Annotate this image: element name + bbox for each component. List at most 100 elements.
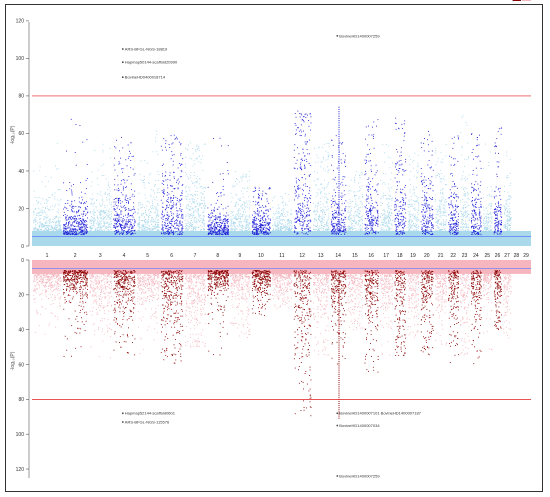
snp-point <box>71 192 73 194</box>
snp-point <box>158 174 160 176</box>
snp-point <box>257 210 259 212</box>
snp-point <box>382 221 384 223</box>
snp-point <box>125 222 127 224</box>
snp-point <box>114 223 116 225</box>
snp-point <box>187 194 189 196</box>
snp-point <box>163 184 164 185</box>
snp-point <box>149 215 151 216</box>
snp-point <box>49 209 51 211</box>
snp-point <box>260 224 261 226</box>
snp-point <box>198 146 200 148</box>
snp-point <box>240 215 242 217</box>
snp-point <box>369 207 371 209</box>
snp-point <box>167 187 169 189</box>
snp-point <box>370 198 372 200</box>
snp-point <box>322 221 324 223</box>
snp-point <box>227 221 229 222</box>
snp-point <box>150 173 151 175</box>
snp-point <box>246 219 247 221</box>
snp-point <box>131 225 133 227</box>
snp-point <box>86 231 87 233</box>
snp-point <box>134 211 136 213</box>
snp-point <box>321 161 323 162</box>
snp-point <box>167 192 168 193</box>
snp-point <box>377 220 379 222</box>
snp-point <box>359 219 361 221</box>
snp-point <box>231 223 233 225</box>
snp-point <box>257 232 258 234</box>
snp-point <box>204 197 206 199</box>
snp-point <box>344 222 346 224</box>
snp-point <box>117 229 119 231</box>
snp-point <box>219 222 221 224</box>
snp-point <box>45 228 47 230</box>
snp-point <box>314 147 315 149</box>
snp-point <box>172 218 173 220</box>
snp-point <box>101 226 103 228</box>
snp-point <box>389 190 391 192</box>
snp-point <box>131 226 133 228</box>
snp-point <box>59 228 61 230</box>
snp-point <box>381 223 383 225</box>
snp-point <box>171 143 173 145</box>
snp-point <box>317 223 318 225</box>
snp-point <box>208 216 210 218</box>
snp-point <box>317 211 319 213</box>
snp-point <box>254 229 256 231</box>
snp-point <box>77 221 79 223</box>
snp-point <box>119 208 120 210</box>
snp-point <box>349 231 351 233</box>
snp-point <box>195 158 197 159</box>
snp-point <box>291 233 292 235</box>
snp-point <box>308 220 309 222</box>
snp-point <box>58 229 59 231</box>
snp-point <box>90 216 92 217</box>
snp-point <box>140 203 142 205</box>
snp-point <box>282 213 283 215</box>
snp-point <box>370 214 372 216</box>
snp-point <box>197 208 199 209</box>
snp-point <box>107 226 108 228</box>
snp-point <box>81 233 83 235</box>
snp-point <box>216 193 217 195</box>
snp-point <box>121 233 123 235</box>
snp-point <box>210 204 212 206</box>
snp-point <box>171 212 173 214</box>
snp-point <box>263 213 265 215</box>
snp-point <box>375 233 377 235</box>
snp-point <box>51 232 53 234</box>
snp-point <box>70 118 72 120</box>
snp-point <box>93 219 95 221</box>
snp-point <box>233 232 235 234</box>
snp-point <box>157 232 158 234</box>
snp-point <box>137 224 139 226</box>
snp-point <box>155 140 157 142</box>
snp-point <box>109 217 111 218</box>
snp-point <box>281 224 283 225</box>
snp-point <box>78 218 80 220</box>
snp-point <box>355 211 357 212</box>
snp-point <box>162 210 164 212</box>
snp-point <box>97 169 99 171</box>
snp-point <box>270 219 271 221</box>
snp-point <box>375 188 376 190</box>
snp-point <box>219 217 221 219</box>
snp-point <box>238 216 239 218</box>
snp-point <box>181 234 183 235</box>
snp-point <box>305 178 307 180</box>
snp-point <box>177 224 179 226</box>
snp-point <box>150 231 152 233</box>
snp-point <box>101 210 102 212</box>
snp-point <box>247 206 249 208</box>
snp-point <box>263 224 265 226</box>
snp-point <box>123 179 125 181</box>
snp-point <box>54 218 56 220</box>
snp-point <box>151 189 153 190</box>
snp-point <box>267 232 269 234</box>
snp-point <box>180 154 182 156</box>
snp-point <box>376 202 378 204</box>
snp-point <box>58 233 60 235</box>
snp-point <box>33 212 35 213</box>
snp-point <box>268 229 270 231</box>
snp-point <box>274 221 276 223</box>
